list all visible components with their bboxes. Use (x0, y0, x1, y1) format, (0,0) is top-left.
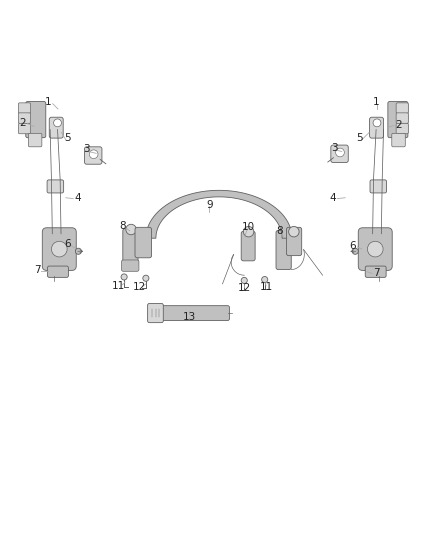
Circle shape (352, 248, 358, 254)
FancyBboxPatch shape (26, 102, 46, 138)
FancyBboxPatch shape (135, 228, 152, 258)
Circle shape (241, 277, 247, 284)
Circle shape (89, 150, 98, 158)
Text: 11: 11 (259, 282, 272, 292)
Text: 8: 8 (277, 226, 283, 236)
Text: 13: 13 (183, 312, 196, 321)
FancyBboxPatch shape (388, 102, 408, 138)
FancyBboxPatch shape (28, 133, 42, 147)
FancyBboxPatch shape (392, 133, 405, 147)
FancyBboxPatch shape (276, 230, 291, 270)
Text: 3: 3 (331, 143, 338, 153)
Text: 4: 4 (330, 193, 336, 203)
FancyBboxPatch shape (85, 147, 102, 164)
FancyBboxPatch shape (49, 117, 63, 138)
Circle shape (121, 274, 127, 280)
FancyBboxPatch shape (148, 303, 163, 322)
FancyBboxPatch shape (370, 180, 387, 193)
Text: 9: 9 (206, 200, 213, 209)
Text: 11: 11 (112, 281, 126, 290)
Text: 12: 12 (133, 282, 146, 292)
Text: 4: 4 (74, 193, 81, 203)
Polygon shape (146, 190, 292, 238)
Text: 1: 1 (45, 97, 52, 107)
FancyBboxPatch shape (18, 113, 31, 123)
FancyBboxPatch shape (396, 103, 408, 114)
Text: 12: 12 (238, 283, 251, 293)
FancyBboxPatch shape (42, 228, 76, 270)
Circle shape (336, 148, 344, 157)
FancyBboxPatch shape (286, 228, 302, 256)
Circle shape (261, 277, 268, 282)
Text: 7: 7 (373, 268, 380, 278)
FancyBboxPatch shape (47, 180, 64, 193)
Text: 5: 5 (356, 133, 363, 143)
Circle shape (244, 227, 254, 237)
Text: 7: 7 (34, 265, 40, 275)
Text: 2: 2 (19, 118, 25, 128)
Circle shape (143, 275, 149, 281)
FancyBboxPatch shape (47, 266, 68, 277)
FancyBboxPatch shape (365, 266, 386, 277)
FancyBboxPatch shape (396, 123, 408, 134)
Circle shape (289, 227, 299, 237)
FancyBboxPatch shape (123, 229, 138, 265)
Text: 3: 3 (83, 144, 89, 154)
Text: 8: 8 (119, 221, 126, 231)
Circle shape (75, 248, 81, 254)
Text: 1: 1 (373, 97, 380, 107)
Text: 10: 10 (242, 222, 255, 232)
Text: 6: 6 (64, 239, 71, 249)
FancyBboxPatch shape (156, 305, 230, 320)
Circle shape (367, 241, 383, 257)
Text: 6: 6 (350, 240, 357, 251)
Circle shape (126, 224, 136, 235)
Text: 5: 5 (64, 133, 71, 143)
FancyBboxPatch shape (241, 231, 255, 261)
FancyBboxPatch shape (370, 117, 384, 138)
FancyBboxPatch shape (358, 228, 392, 270)
Circle shape (51, 241, 67, 257)
FancyBboxPatch shape (121, 260, 139, 271)
FancyBboxPatch shape (396, 113, 408, 123)
Circle shape (53, 119, 61, 127)
Circle shape (373, 119, 381, 127)
FancyBboxPatch shape (331, 145, 348, 163)
Text: 2: 2 (395, 119, 402, 130)
FancyBboxPatch shape (18, 103, 31, 114)
FancyBboxPatch shape (18, 123, 31, 134)
